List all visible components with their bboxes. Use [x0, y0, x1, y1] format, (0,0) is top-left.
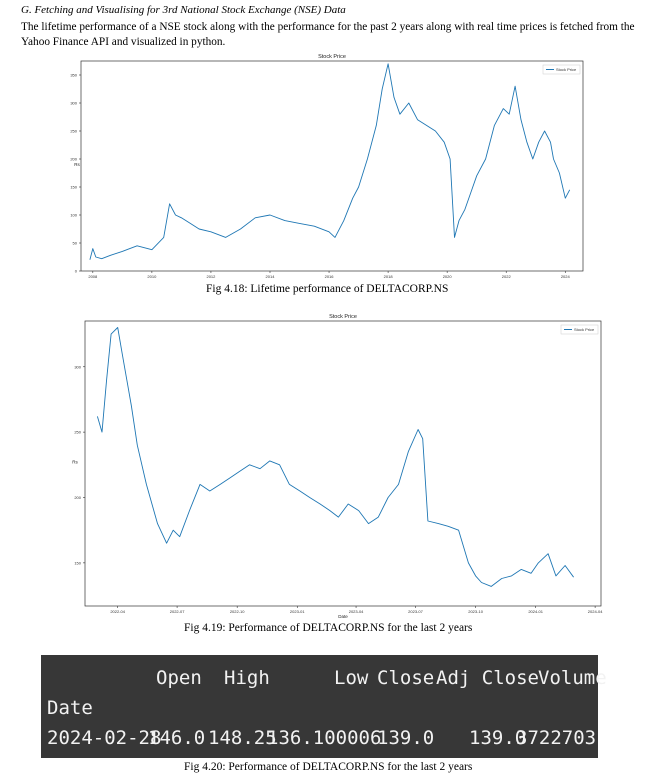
chart1-x-tick-label: 2014 [266, 274, 276, 279]
chart1-title: Stock Price [318, 54, 346, 60]
chart1-x-tick-label: 2012 [206, 274, 216, 279]
column-header-adj-close: Adj Close [436, 667, 539, 689]
chart2-series-line [96, 327, 574, 587]
cell-volume: 3722703 [516, 727, 597, 749]
lifetime-chart: Stock Price Rs 2008 2010 2012 2014 2016 2018 202… [70, 54, 584, 279]
chart1-legend-label: Stock Price [556, 67, 577, 72]
chart2-y-tick-label: 200 [74, 495, 81, 500]
chart2-x-tick-label: 2023-10 [468, 609, 483, 614]
chart1-y-tick-label: 150 [70, 185, 77, 190]
chart1-y-tick-label: 100 [70, 213, 77, 218]
chart1-y-tick-label: 350 [70, 73, 77, 78]
chart1-x-tick-label: 2010 [147, 274, 157, 279]
chart2-ylabel: Rs [72, 460, 78, 465]
column-header-close: Close [377, 667, 435, 689]
chart2-y-tick-label: 300 [74, 364, 81, 369]
chart2-y-tick-label: 150 [74, 560, 81, 565]
section-heading: G. Fetching and Visualising for 3rd Nati… [21, 4, 346, 16]
cell-adj-close: 139.0 [469, 727, 527, 749]
cell-close: 139.0 [377, 727, 435, 749]
chart1-y-tick-label: 50 [73, 241, 78, 246]
chart1-y-tick-label: 200 [70, 157, 77, 162]
chart1-series-line [89, 63, 571, 260]
chart2-title: Stock Price [329, 314, 357, 320]
chart2-xlabel: Date [338, 614, 348, 619]
cell-high: 148.25 [208, 727, 277, 749]
chart2-x-tick-label: 2024-01 [528, 609, 543, 614]
chart2-legend-box [560, 324, 599, 335]
figure-caption-2: Fig 4.19: Performance of DELTACORP.NS fo… [184, 622, 473, 634]
chart1-legend-box [542, 64, 581, 75]
chart2-x-tick-label: 2023-07 [408, 609, 423, 614]
chart2-x-tick-label: 2024-04 [588, 609, 603, 614]
chart1-y-tick-label: 300 [70, 101, 77, 106]
chart2-x-tick-label: 2022-07 [170, 609, 185, 614]
chart2-x-tick-label: 2023-01 [290, 609, 305, 614]
column-header-low: Low [334, 667, 369, 689]
index-label: Date [47, 697, 93, 719]
chart2-x-tick-label: 2022-10 [230, 609, 245, 614]
chart1-x-tick-label: 2008 [88, 274, 98, 279]
chart1-y-tick-label: 250 [70, 129, 77, 134]
chart1-x-tick-label: 2018 [384, 274, 394, 279]
chart2-y-tick-label: 250 [74, 430, 81, 435]
two-year-chart: Stock Price Rs Date 2022-04 2022-07 2022-10 20… [72, 314, 603, 619]
chart2-x-tick-label: 2022-04 [110, 609, 125, 614]
figure-caption-1: Fig 4.18: Lifetime performance of DELTAC… [206, 283, 449, 295]
row-date: 2024-02-28 [47, 727, 162, 749]
column-header-volume: Volume [538, 667, 607, 689]
price-table: Open High Low Close Adj Close Volume Dat… [41, 655, 607, 758]
chart1-ylabel: Rs [74, 162, 80, 167]
figure-caption-3: Fig 4.20: Performance of DELTACORP.NS fo… [184, 761, 473, 773]
cell-low: 136.100006 [267, 727, 382, 749]
chart1-x-tick-label: 2024 [561, 274, 571, 279]
column-header-open: Open [156, 667, 202, 689]
column-header-high: High [224, 667, 270, 689]
cell-open: 146.0 [148, 727, 206, 749]
chart1-plot-frame [80, 60, 584, 272]
section-paragraph: The lifetime performance of a NSE stock … [21, 21, 635, 48]
chart2-legend-label: Stock Price [574, 327, 595, 332]
chart2-plot-frame [84, 320, 602, 607]
chart1-y-tick-label: 0 [75, 269, 78, 274]
chart2-x-tick-label: 2023-04 [349, 609, 364, 614]
chart1-x-tick-label: 2020 [443, 274, 453, 279]
chart1-x-tick-label: 2022 [502, 274, 512, 279]
chart1-x-tick-label: 2016 [325, 274, 335, 279]
